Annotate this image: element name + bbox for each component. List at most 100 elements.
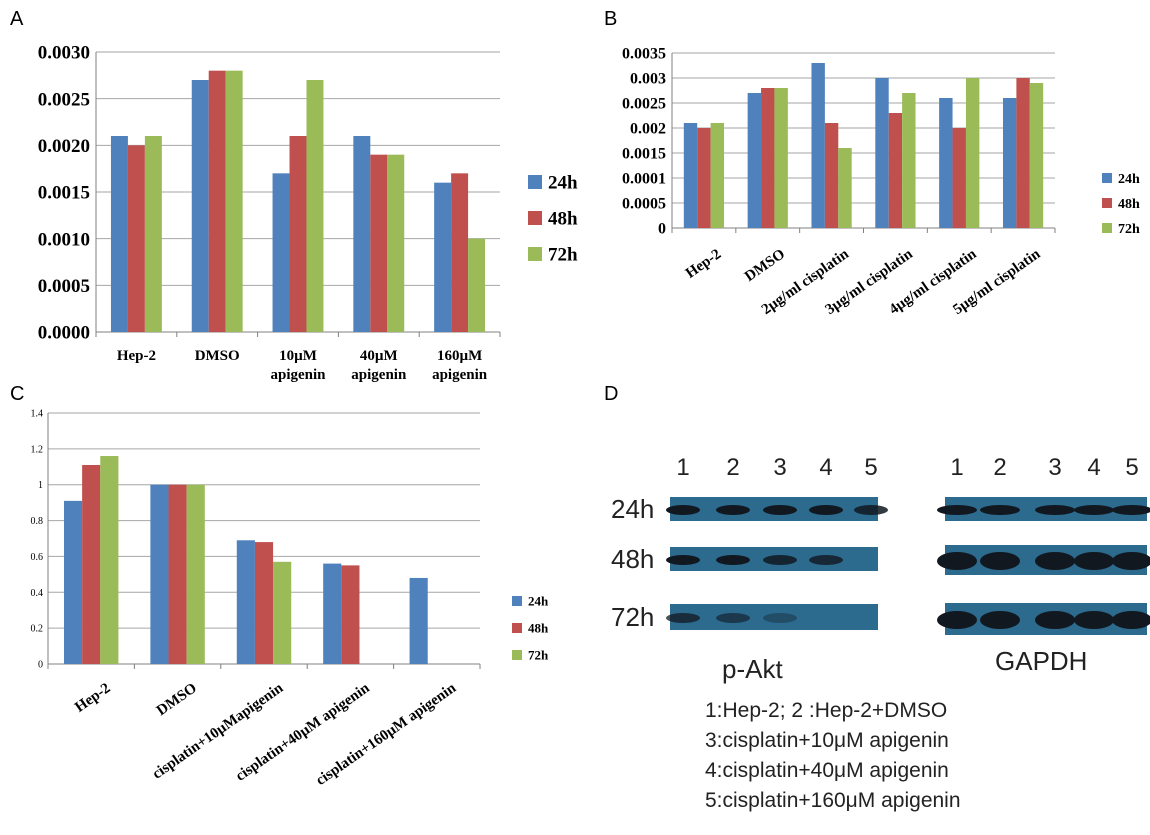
bar-72h-4 xyxy=(468,238,486,332)
gapdh-band xyxy=(1035,505,1075,515)
bar-24h-0 xyxy=(683,123,698,228)
pakt-strip-72h xyxy=(670,604,878,630)
bar-24h-1 xyxy=(747,93,762,228)
x-category-label: Hep-2 xyxy=(117,348,156,364)
bar-72h-2 xyxy=(838,148,852,228)
blot-row-label-72h: 72h xyxy=(611,602,654,632)
y-tick-label: 0.0035 xyxy=(622,46,666,63)
blot-row-label-48h: 48h xyxy=(611,544,654,574)
legend-swatch-48h xyxy=(512,623,522,633)
pakt-lane-number: 1 xyxy=(676,454,689,481)
chart-c: 0 0.2 0.4 0.6 0.8 1 1.2 1.4 Hep-2 DMSO cisplatin+1… xyxy=(31,409,550,789)
pakt-band xyxy=(809,505,843,515)
x-category-label: cisplatin+160µM apigenin xyxy=(313,680,459,789)
blot-strips xyxy=(666,497,1150,635)
gapdh-band xyxy=(980,505,1020,515)
bar-72h-1 xyxy=(774,88,788,228)
y-tick-label: 1 xyxy=(38,480,43,491)
bar-72h-0 xyxy=(100,456,119,664)
gapdh-lane-number: 2 xyxy=(993,454,1006,481)
bar-24h-3 xyxy=(323,563,342,664)
blot-legend-line: 3:cisplatin+10μM apigenin xyxy=(705,729,949,752)
gapdh-band xyxy=(937,611,977,629)
pakt-lane-number: 4 xyxy=(819,454,832,481)
x-category-label: DMSO xyxy=(154,680,200,719)
blot-legend-line: 4:cisplatin+40μM apigenin xyxy=(705,759,949,782)
bar-24h-1 xyxy=(150,484,169,664)
y-tick-label: 0.0020 xyxy=(38,136,90,157)
legend-label-48h: 48h xyxy=(1118,197,1140,212)
gapdh-band xyxy=(1074,505,1114,515)
legend-label-72h: 72h xyxy=(528,648,549,663)
x-category-label: Hep-2 xyxy=(72,680,113,716)
legend-label-72h: 72h xyxy=(1118,222,1140,237)
blot-legend-line: 5:cisplatin+160μM apigenin xyxy=(705,789,961,812)
chart-b: 0 0.0005 0.0001 0.0015 0.002 0.0025 0.003 0.003… xyxy=(622,46,1140,318)
legend-label-24h: 24h xyxy=(548,173,578,194)
legend-swatch-24h xyxy=(512,596,522,606)
chart-a: 0.0000 0.0005 0.0010 0.0015 0.0020 0.0025 0.00… xyxy=(38,43,578,383)
legend-label-24h: 24h xyxy=(1118,172,1140,187)
bar-24h-0 xyxy=(110,136,128,332)
blot-legend-line: 1:Hep-2; 2 :Hep-2+DMSO xyxy=(705,699,947,722)
pakt-band xyxy=(763,613,797,623)
gapdh-lane-number: 1 xyxy=(950,454,963,481)
bar-48h-3 xyxy=(888,113,903,228)
gapdh-band xyxy=(1112,552,1150,570)
bar-72h-3 xyxy=(387,154,405,332)
bar-48h-2 xyxy=(289,136,307,332)
gapdh-band xyxy=(1035,611,1075,629)
bar-24h-2 xyxy=(236,540,255,664)
panel-letter-c: C xyxy=(10,383,24,405)
bar-48h-0 xyxy=(82,464,101,664)
bar-24h-4 xyxy=(939,98,953,228)
y-tick-label: 1.2 xyxy=(31,444,44,455)
bar-72h-5 xyxy=(1029,83,1044,228)
gapdh-lane-number: 5 xyxy=(1125,454,1138,481)
y-tick-label: 0.0015 xyxy=(38,183,90,204)
y-tick-label: 0.8 xyxy=(31,516,44,527)
gapdh-lane-number: 3 xyxy=(1048,454,1061,481)
panel-letter-d: D xyxy=(604,383,618,405)
gapdh-band xyxy=(980,552,1020,570)
gapdh-band xyxy=(980,611,1020,629)
y-tick-label: 0.4 xyxy=(31,588,44,599)
y-tick-label: 0.6 xyxy=(31,552,44,563)
y-tick-label: 0 xyxy=(38,660,43,671)
legend-label-48h: 48h xyxy=(528,621,549,636)
x-category-label: DMSO xyxy=(195,348,240,364)
legend-swatch-72h xyxy=(512,650,522,660)
bar-72h-1 xyxy=(186,484,205,664)
y-tick-label: 0.0030 xyxy=(38,43,90,64)
y-tick-label: 0.0025 xyxy=(38,89,90,110)
y-tick-label: 0.2 xyxy=(31,624,44,635)
legend-label-24h: 24h xyxy=(528,594,549,609)
gapdh-lane-number: 4 xyxy=(1087,454,1100,481)
x-category-label: apigenin xyxy=(270,367,326,383)
panel-letter-a: A xyxy=(10,8,24,30)
bar-72h-0 xyxy=(144,136,162,332)
gapdh-band xyxy=(1035,552,1075,570)
bar-48h-3 xyxy=(370,154,388,332)
panel-letter-b: B xyxy=(604,8,617,30)
blot-row-labels: 24h 48h 72h xyxy=(611,494,654,632)
pakt-band xyxy=(666,555,700,565)
gapdh-band xyxy=(1112,611,1150,629)
gapdh-band xyxy=(1112,505,1150,515)
pakt-lane-number: 2 xyxy=(726,454,739,481)
pakt-label: p-Akt xyxy=(722,654,783,684)
y-tick-label: 0.0010 xyxy=(38,229,90,250)
x-category-label: 160µM xyxy=(437,348,482,364)
x-category-label: apigenin xyxy=(351,367,407,383)
bar-72h-3 xyxy=(902,93,916,228)
bar-48h-4 xyxy=(952,128,966,228)
y-tick-label: 0.0000 xyxy=(38,323,90,344)
bar-24h-0 xyxy=(63,500,83,664)
legend-label-72h: 72h xyxy=(548,245,578,266)
pakt-lane-numbers: 1 2 3 4 5 xyxy=(676,454,877,481)
bar-48h-2 xyxy=(824,123,839,228)
y-tick-label: 0.0005 xyxy=(622,196,666,213)
